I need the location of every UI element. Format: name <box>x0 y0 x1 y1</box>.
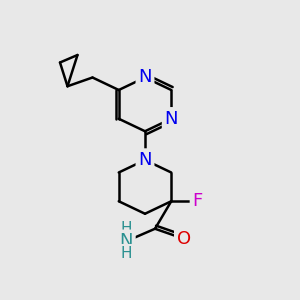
Text: O: O <box>177 230 191 248</box>
Text: F: F <box>192 192 203 210</box>
Text: N: N <box>138 151 152 169</box>
Text: H: H <box>121 221 132 236</box>
Text: N: N <box>138 68 152 86</box>
Text: N: N <box>164 110 178 128</box>
Text: N: N <box>119 232 133 250</box>
Text: H: H <box>121 246 132 261</box>
